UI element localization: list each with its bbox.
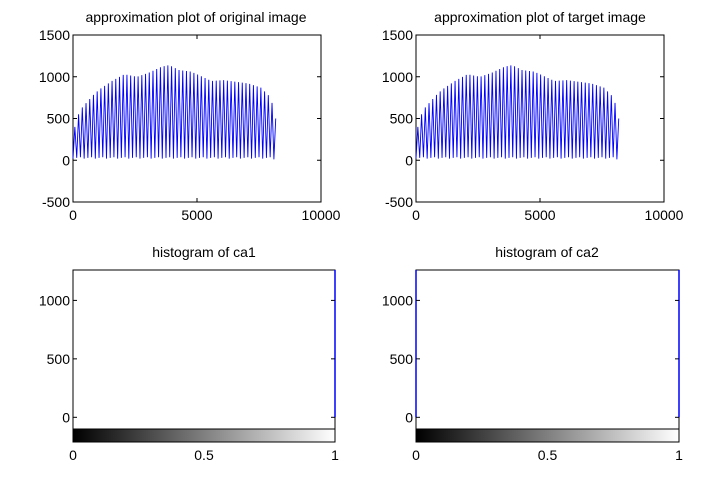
y-tick-label: 1000 bbox=[39, 292, 70, 308]
chart-title: histogram of ca2 bbox=[495, 244, 599, 260]
y-tick-label: 500 bbox=[47, 111, 71, 127]
y-tick-label: -500 bbox=[42, 194, 70, 210]
x-tick-label: 0.5 bbox=[194, 447, 214, 463]
y-tick-label: -500 bbox=[385, 194, 413, 210]
y-tick-label: 1500 bbox=[39, 27, 70, 43]
x-tick-label: 10000 bbox=[302, 207, 341, 223]
x-tick-label: 1 bbox=[331, 447, 339, 463]
x-tick-label: 0 bbox=[69, 447, 77, 463]
y-tick-label: 1500 bbox=[382, 27, 413, 43]
x-tick-label: 10000 bbox=[645, 207, 684, 223]
colorbar bbox=[72, 428, 336, 443]
plot-original-approximation: approximation plot of original image -50… bbox=[39, 9, 341, 223]
x-tick-label: 0 bbox=[412, 207, 420, 223]
x-tick-label: 1 bbox=[675, 447, 683, 463]
y-tick-label: 500 bbox=[390, 351, 414, 367]
y-tick-label: 1000 bbox=[382, 292, 413, 308]
y-tick-label: 1000 bbox=[382, 69, 413, 85]
y-tick-label: 1000 bbox=[39, 69, 70, 85]
y-tick-label: 0 bbox=[405, 152, 413, 168]
axes-box bbox=[72, 269, 336, 430]
series-line bbox=[415, 65, 620, 160]
histogram-ca2: histogram of ca2 0 500 1000 0 0.5 1 bbox=[382, 244, 683, 463]
chart-title: approximation plot of target image bbox=[434, 9, 646, 25]
x-tick-label: 5000 bbox=[181, 207, 212, 223]
chart-title: approximation plot of original image bbox=[85, 9, 306, 25]
colorbar bbox=[415, 428, 680, 443]
y-tick-label: 500 bbox=[390, 111, 414, 127]
y-tick-label: 0 bbox=[62, 152, 70, 168]
chart-title: histogram of ca1 bbox=[152, 244, 256, 260]
x-tick-label: 5000 bbox=[524, 207, 555, 223]
x-tick-label: 0 bbox=[412, 447, 420, 463]
axes-box bbox=[415, 269, 680, 430]
y-tick-label: 500 bbox=[47, 351, 71, 367]
y-tick-label: 0 bbox=[405, 409, 413, 425]
plot-target-approximation: approximation plot of target image -5000… bbox=[382, 9, 684, 223]
series-line bbox=[72, 65, 277, 160]
x-tick-label: 0.5 bbox=[538, 447, 558, 463]
y-tick-label: 0 bbox=[62, 409, 70, 425]
histogram-ca1: histogram of ca1 0 500 1000 0 0.5 1 bbox=[39, 244, 339, 463]
x-tick-label: 0 bbox=[69, 207, 77, 223]
